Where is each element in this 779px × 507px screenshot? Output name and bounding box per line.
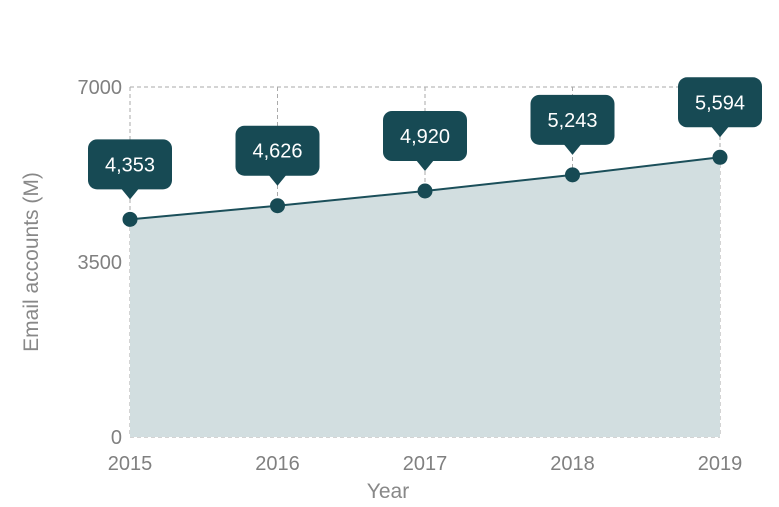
data-label-box-0 — [88, 139, 172, 190]
data-label-text-1: 4,626 — [252, 141, 302, 163]
y-tick-label-2: 7000 — [78, 77, 123, 99]
data-label-1: 4,626 — [235, 125, 320, 186]
data-label-pointer-1 — [268, 174, 287, 186]
data-label-pointer-2 — [416, 160, 434, 171]
data-label-0: 4,353 — [88, 139, 172, 200]
y-axis-title: Email accounts (M) — [20, 172, 43, 352]
x-axis-ticks: 2015 2016 2017 2018 2019 — [108, 453, 743, 475]
data-label-text-3: 5,243 — [547, 110, 597, 132]
data-point-1 — [270, 198, 285, 214]
x-tick-label-0: 2015 — [108, 453, 153, 475]
data-label-box-3 — [530, 94, 615, 145]
data-point-3 — [565, 167, 580, 183]
data-label-text-4: 5,594 — [695, 92, 745, 114]
y-tick-label-1: 3500 — [78, 252, 123, 274]
x-tick-label-1: 2016 — [255, 453, 300, 475]
data-point-2 — [417, 183, 433, 199]
data-label-4: 5,594 — [678, 77, 762, 138]
data-point-4 — [712, 149, 728, 165]
data-label-text-2: 4,920 — [400, 126, 450, 148]
x-tick-label-4: 2019 — [698, 453, 743, 475]
data-label-box-1 — [235, 125, 320, 176]
data-point-0 — [122, 211, 138, 227]
y-axis-ticks: 0 3500 7000 — [78, 77, 123, 449]
data-label-pointer-0 — [121, 188, 139, 200]
x-tick-label-2: 2017 — [403, 453, 448, 475]
data-label-text-0: 4,353 — [105, 154, 155, 176]
data-label-box-4 — [678, 77, 762, 128]
data-points — [122, 149, 728, 227]
data-label-2: 4,920 — [383, 111, 467, 171]
data-label-pointer-4 — [711, 126, 729, 138]
x-axis-title: Year — [367, 480, 409, 503]
y-tick-label-0: 0 — [111, 427, 122, 449]
data-labels: 4,353 4,626 4,920 5,243 5,594 — [88, 77, 762, 200]
data-label-3: 5,243 — [530, 94, 615, 155]
data-label-box-2 — [383, 111, 467, 161]
data-label-pointer-3 — [563, 143, 582, 155]
area-fill — [130, 157, 720, 438]
x-tick-label-3: 2018 — [550, 453, 595, 475]
